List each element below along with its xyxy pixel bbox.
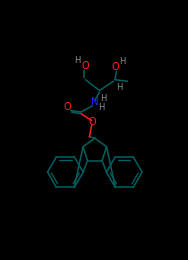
Text: H: H (100, 94, 107, 103)
Text: H: H (120, 57, 126, 67)
Text: O: O (82, 61, 89, 71)
Text: H: H (98, 103, 104, 112)
Text: N: N (91, 97, 99, 107)
Text: H: H (75, 56, 81, 65)
Text: H: H (116, 83, 122, 92)
Text: O: O (64, 102, 71, 112)
Text: O: O (89, 117, 96, 127)
Text: O: O (112, 62, 120, 72)
